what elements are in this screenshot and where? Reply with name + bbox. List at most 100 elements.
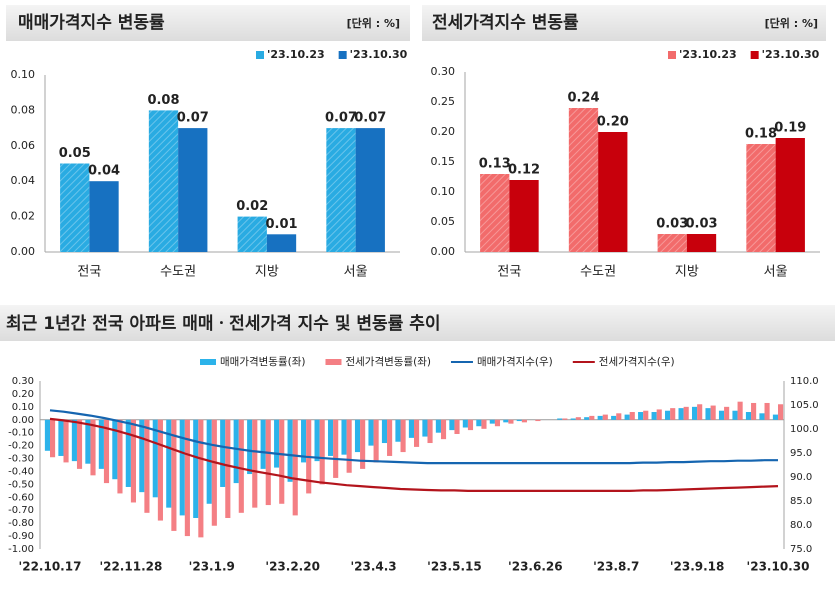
x-tick-label: '22.11.28 xyxy=(99,560,162,574)
legend-label: '23.10.30 xyxy=(350,48,408,61)
legend-swatch xyxy=(750,51,759,59)
value-label: 0.20 xyxy=(597,115,629,130)
bar xyxy=(211,419,217,526)
bar xyxy=(184,419,190,537)
bar xyxy=(557,418,563,420)
y-tick-label: 0.02 xyxy=(11,210,36,223)
bar xyxy=(368,419,374,446)
bar xyxy=(71,419,77,462)
line xyxy=(49,409,778,465)
bar xyxy=(602,414,608,420)
bar xyxy=(166,419,172,508)
bar xyxy=(597,415,603,420)
bar xyxy=(341,419,347,455)
x-tick-label: '23.9.18 xyxy=(670,560,725,574)
bar xyxy=(60,163,90,252)
bar xyxy=(759,413,765,420)
value-label: 0.07 xyxy=(325,111,357,126)
bar xyxy=(678,408,684,420)
bar xyxy=(686,234,717,252)
y2-tick-label: 110.0 xyxy=(790,376,819,387)
x-tick-label: 지방 xyxy=(255,265,279,280)
bar xyxy=(381,419,388,444)
bar xyxy=(508,419,514,424)
bar xyxy=(575,417,581,420)
value-label: 0.03 xyxy=(656,217,688,232)
y2-tick-label: 75.0 xyxy=(790,544,812,555)
bar xyxy=(656,409,662,420)
x-tick-label: 서울 xyxy=(344,265,368,280)
y-tick-label: -0.70 xyxy=(8,505,34,516)
legend-label: 매매가격변동률(좌) xyxy=(220,355,305,368)
bar xyxy=(516,419,522,422)
bar xyxy=(220,419,226,487)
bar xyxy=(58,419,64,456)
bar xyxy=(292,419,298,516)
bar xyxy=(237,216,267,252)
bar xyxy=(521,419,527,423)
bar xyxy=(266,234,297,252)
bar xyxy=(373,419,379,463)
bar xyxy=(247,419,253,475)
y-tick-label: 0.10 xyxy=(12,402,34,413)
y-tick-label: 0.25 xyxy=(431,95,456,108)
y-tick-label: 0.15 xyxy=(431,155,456,168)
legend-label: '23.10.30 xyxy=(762,48,820,61)
bar xyxy=(629,412,635,420)
bar xyxy=(360,419,366,469)
bar xyxy=(589,415,595,420)
legend-label: '23.10.23 xyxy=(267,48,325,61)
bar xyxy=(408,419,414,438)
y-tick-label: 0.06 xyxy=(11,139,36,152)
y-tick-label: 0.30 xyxy=(431,65,456,78)
bar xyxy=(179,419,185,516)
title-bar xyxy=(0,305,835,341)
bar xyxy=(260,419,266,469)
value-label: 0.18 xyxy=(745,127,777,142)
y-tick-label: 0.08 xyxy=(11,103,36,116)
x-tick-label: 수도권 xyxy=(160,265,196,280)
x-tick-label: 전국 xyxy=(497,265,521,280)
bar xyxy=(624,414,630,420)
x-tick-label: 전국 xyxy=(77,265,101,280)
legend-label: 전세가격변동률(좌) xyxy=(345,355,430,368)
x-tick-label: 서울 xyxy=(764,265,788,280)
unit-label: [단위 : %] xyxy=(765,16,818,30)
x-tick-label: '22.10.17 xyxy=(19,560,82,574)
value-label: 0.24 xyxy=(567,91,599,106)
title-bar xyxy=(422,5,826,41)
bar xyxy=(494,419,501,427)
y-tick-label: 0.20 xyxy=(12,389,34,400)
bar xyxy=(326,128,356,252)
bar xyxy=(638,412,644,420)
y2-tick-label: 95.0 xyxy=(790,448,812,459)
bar xyxy=(651,412,657,420)
bar xyxy=(265,419,271,506)
bar xyxy=(616,413,622,420)
value-label: 0.07 xyxy=(177,111,209,126)
bar xyxy=(611,415,617,420)
bar xyxy=(535,419,541,422)
bar xyxy=(697,404,703,420)
y-tick-label: -0.90 xyxy=(8,531,34,542)
bar xyxy=(178,128,208,252)
bar xyxy=(171,419,177,531)
bar xyxy=(764,402,770,420)
value-label: 0.07 xyxy=(354,111,386,126)
value-label: 0.03 xyxy=(685,217,717,232)
x-tick-label: 지방 xyxy=(675,265,699,280)
x-tick-label: '23.6.26 xyxy=(508,560,563,574)
bar xyxy=(198,419,204,538)
value-label: 0.12 xyxy=(508,163,540,178)
bar xyxy=(414,419,420,447)
legend-swatch xyxy=(338,51,347,59)
value-label: 0.13 xyxy=(479,157,511,172)
bar xyxy=(570,418,576,420)
bar xyxy=(89,181,119,252)
bar xyxy=(287,419,293,482)
line xyxy=(49,417,779,492)
bar xyxy=(76,419,83,469)
bar xyxy=(333,419,339,478)
y-tick-label: -0.10 xyxy=(8,428,34,439)
bar xyxy=(449,419,455,431)
